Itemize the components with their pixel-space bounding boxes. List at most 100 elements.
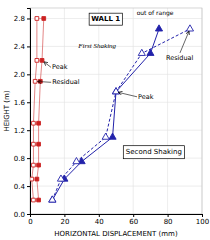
- y-tick-mark: [27, 186, 30, 187]
- series-marker: [30, 177, 34, 181]
- series-line: [37, 18, 44, 200]
- x-axis-title: HORIZONTAL DISPLACEMENT (mm): [54, 230, 178, 238]
- annotation-arrow: [119, 92, 137, 96]
- chart-svg: 0 20 40 60 80 100 0.0 0.4 0.8 1.2 1.6 2.0 2.4 2.8 HORI…: [0, 0, 210, 240]
- x-tick-mark: [99, 214, 100, 217]
- y-grid-line: [30, 130, 202, 131]
- series-line: [32, 18, 37, 200]
- annotation-box: [123, 146, 184, 159]
- series-marker: [42, 17, 46, 21]
- series-marker: [33, 79, 37, 83]
- series-marker: [32, 163, 36, 167]
- x-tick-mark: [168, 214, 169, 217]
- y-axis-line: [27, 9, 31, 215]
- x-tick: 100: [196, 214, 209, 226]
- x-tick-label: 40: [95, 218, 104, 226]
- grid: [30, 8, 202, 214]
- chart-title: WALL 1: [91, 15, 120, 23]
- annotation: out of range: [137, 9, 174, 17]
- series-marker: [155, 25, 162, 31]
- series-marker: [112, 88, 119, 94]
- series-marker: [37, 198, 41, 202]
- x-axis-line: [31, 215, 203, 218]
- y-tick-label: 0.8: [14, 155, 25, 163]
- y-grid-line: [30, 74, 202, 75]
- series-marker: [57, 175, 64, 181]
- y-tick-label: 0.0: [14, 211, 25, 219]
- y-tick-mark: [27, 46, 30, 47]
- x-tick: 20: [60, 214, 69, 226]
- x-grid-line: [133, 8, 134, 214]
- series-marker: [35, 177, 39, 181]
- x-grid-line: [98, 8, 99, 214]
- x-tick-label: 100: [196, 218, 209, 226]
- y-grid-line: [30, 186, 202, 187]
- annotation: Residual: [52, 78, 80, 86]
- y-tick-label: 1.6: [14, 99, 26, 107]
- y-axis: 0.0 0.4 0.8 1.2 1.6 2.0 2.4 2.8: [14, 9, 31, 219]
- series-marker: [49, 196, 56, 202]
- y-tick-label: 1.2: [14, 127, 25, 135]
- x-tick-label: 20: [60, 218, 69, 226]
- y-tick-mark: [27, 102, 30, 103]
- y-tick-mark: [27, 18, 30, 19]
- x-grid-line: [167, 8, 168, 214]
- series-marker: [32, 142, 36, 146]
- y-tick-label: 0.4: [14, 183, 26, 191]
- annotation-arrow: [180, 32, 189, 53]
- marks: [30, 17, 194, 202]
- y-tick-mark: [27, 74, 30, 75]
- y-tick: 1.6: [14, 99, 30, 107]
- y-tick-label: 2.0: [14, 71, 25, 79]
- series-marker: [109, 133, 116, 139]
- series-marker: [32, 121, 36, 125]
- x-tick: 0: [28, 214, 32, 226]
- plot-frame: [30, 8, 202, 214]
- x-grid-line: [64, 8, 65, 214]
- series-marker: [186, 25, 193, 31]
- y-tick: 0.4: [14, 183, 30, 191]
- series-marker: [32, 198, 36, 202]
- annotation-arrow: [44, 62, 51, 67]
- x-tick-label: 80: [164, 218, 173, 226]
- y-tick: 2.0: [14, 71, 30, 79]
- x-tick: 80: [164, 214, 173, 226]
- annotation-arrow: [38, 81, 51, 83]
- x-axis: 0 20 40 60 80 100: [28, 214, 209, 226]
- x-tick-mark: [202, 214, 203, 217]
- series-marker: [35, 59, 39, 63]
- x-tick-mark: [133, 214, 134, 217]
- annotation: First Shaking: [77, 42, 116, 50]
- annotation: Residual: [166, 54, 194, 62]
- y-tick-label: 2.4: [14, 43, 26, 51]
- series-line: [52, 29, 159, 200]
- series-marker: [102, 133, 109, 139]
- x-tick: 40: [95, 214, 104, 226]
- y-tick: 2.4: [14, 43, 30, 51]
- x-tick: 60: [129, 214, 138, 226]
- y-tick: 2.8: [14, 15, 30, 23]
- y-tick: 0.0: [14, 211, 30, 219]
- series-marker: [49, 196, 56, 202]
- y-tick: 1.2: [14, 127, 30, 135]
- y-axis-title: HEIGHT (m): [3, 90, 11, 131]
- x-tick-label: 60: [129, 218, 138, 226]
- annotation: Second Shaking: [126, 148, 182, 156]
- x-tick-mark: [64, 214, 65, 217]
- y-tick-mark: [27, 130, 30, 131]
- y-tick-mark: [27, 214, 30, 215]
- series-marker: [138, 49, 145, 55]
- annotations: WALL 1 First Shaking Second Shaking out of …: [38, 9, 193, 159]
- y-tick-mark: [27, 158, 30, 159]
- series-marker: [37, 142, 41, 146]
- series-marker: [147, 49, 154, 55]
- series-marker: [37, 121, 41, 125]
- y-tick-label: 2.8: [14, 15, 25, 23]
- series-marker: [35, 17, 39, 21]
- y-tick: 0.8: [14, 155, 30, 163]
- series-marker: [37, 163, 41, 167]
- x-tick-label: 0: [28, 218, 32, 226]
- series-marker: [40, 59, 44, 63]
- series-marker: [112, 88, 119, 94]
- series-marker: [73, 158, 80, 164]
